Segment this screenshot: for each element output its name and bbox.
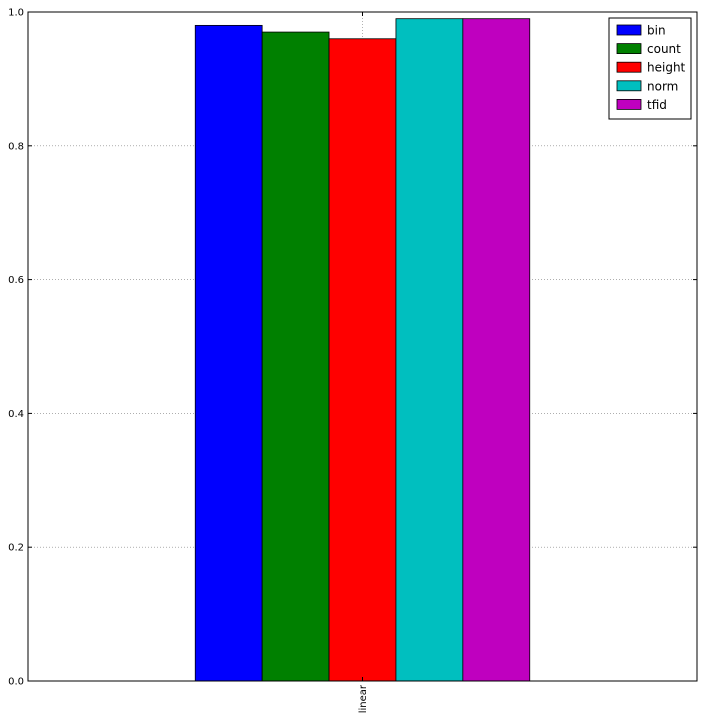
x-tick-label: linear: [358, 684, 369, 713]
y-tick-label: 0.6: [8, 275, 24, 286]
legend-swatch-norm: [616, 80, 642, 92]
legend-label-tfid: tfid: [647, 98, 667, 112]
bar-height-linear: [328, 38, 397, 682]
legend-label-bin: bin: [647, 24, 666, 38]
legend-label-norm: norm: [647, 79, 678, 93]
bars: [194, 18, 531, 682]
x-axis: linear: [358, 12, 369, 713]
legend-label-count: count: [647, 42, 681, 56]
y-tick-label: 0.4: [8, 409, 24, 420]
bar-bin-linear: [194, 24, 263, 682]
y-tick-label: 0.2: [8, 543, 24, 554]
legend: bin count height norm tfid: [608, 17, 692, 120]
y-axis: 0.0 0.2 0.4 0.6 0.8 1.0: [8, 8, 697, 688]
legend-swatch-bin: [616, 24, 642, 36]
legend-swatch-count: [616, 43, 642, 54]
y-tick-label: 0.8: [8, 141, 24, 152]
bar-norm-linear: [395, 18, 464, 682]
y-tick-label: 1.0: [8, 8, 24, 19]
bar-count-linear: [261, 31, 330, 682]
legend-swatch-tfid: [616, 99, 642, 110]
legend-swatch-height: [616, 61, 642, 73]
y-tick-label: 0.0: [8, 677, 24, 688]
bar-tfid-linear: [462, 18, 531, 682]
legend-label-height: height: [647, 61, 686, 75]
